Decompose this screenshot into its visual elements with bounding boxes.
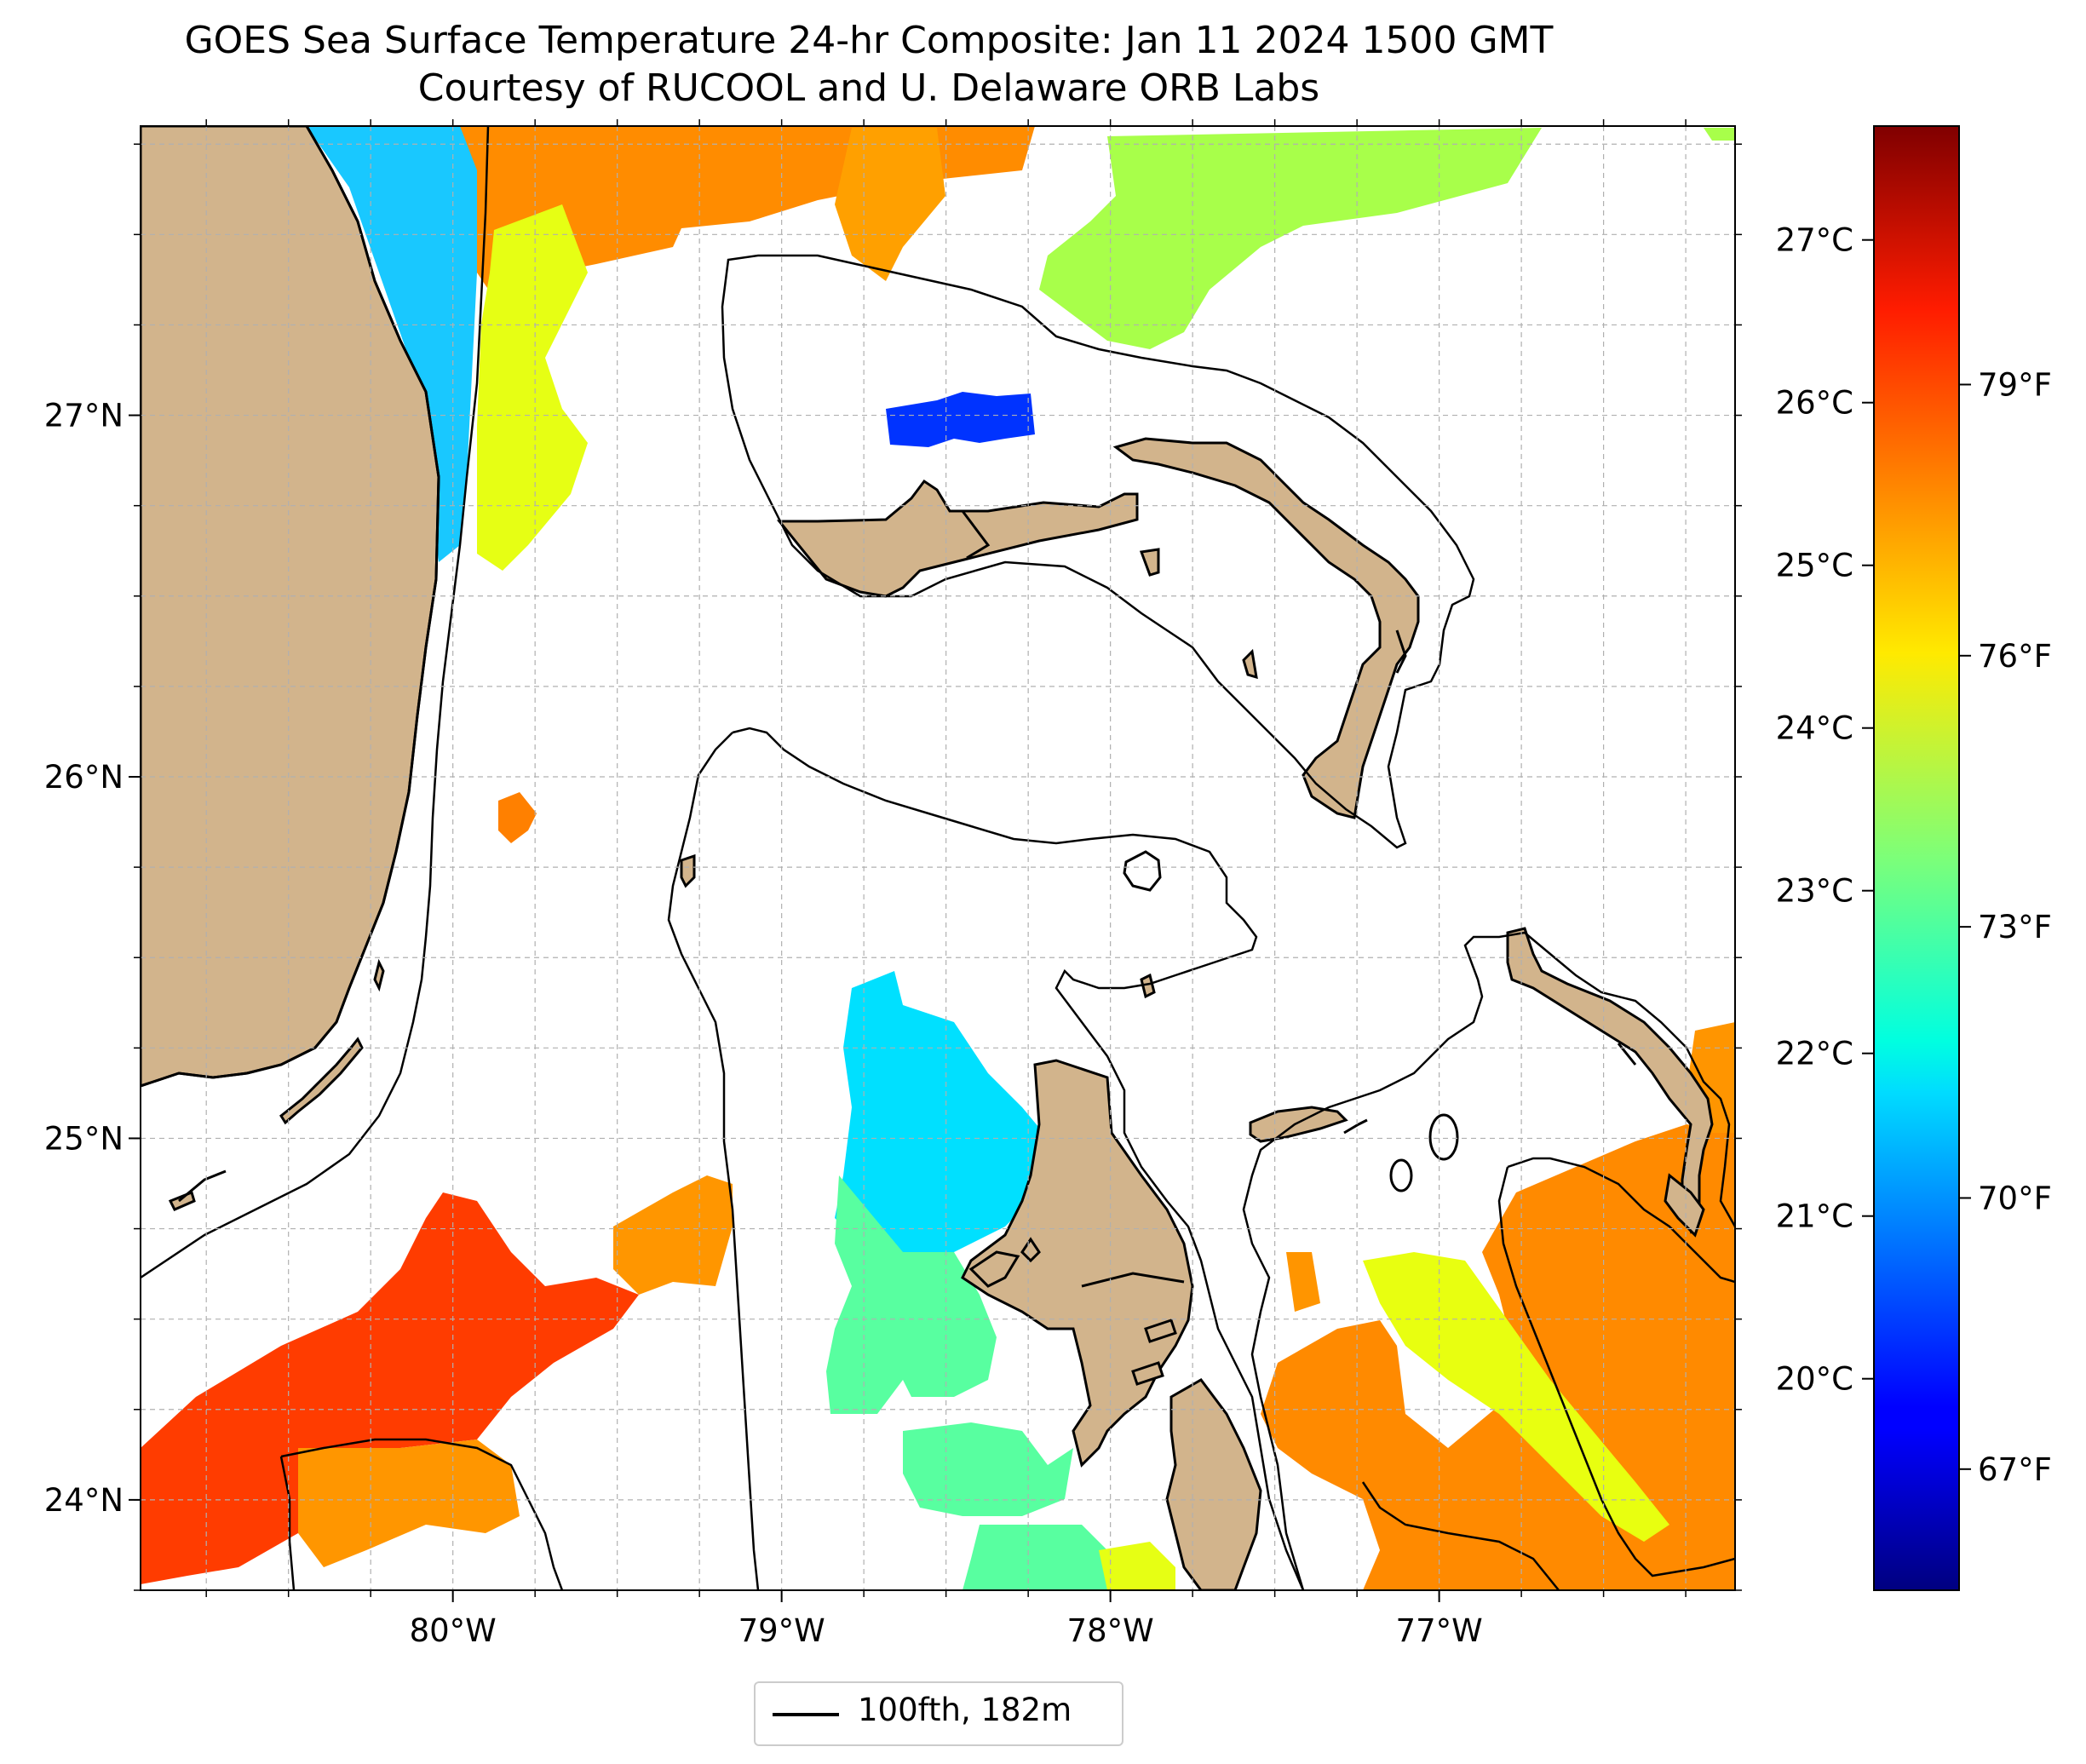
celsius-tick-label: 22°C	[1776, 1036, 1853, 1072]
lon-tick-label: 77°W	[1396, 1612, 1483, 1649]
berry-islands-outline	[1123, 850, 1162, 892]
sst-patch-blue-bank-patch	[886, 392, 1035, 447]
celsius-tick-label: 21°C	[1776, 1198, 1853, 1235]
isobath-tongue-west	[667, 732, 760, 1590]
isobath-florida-straits	[141, 126, 490, 1279]
colorbar-ticks: 20°C 21°C 22°C 23°C 24°C 25°C 26°C 27°C 67°F 70°F…	[1776, 222, 2052, 1488]
isobath-little-bahama-bank	[721, 254, 1475, 849]
lon-tick-label: 79°W	[738, 1612, 825, 1649]
isobath-100fth	[141, 126, 1735, 1590]
celsius-tick-label: 27°C	[1776, 222, 1853, 259]
sst-patch-small-orange-patch	[498, 792, 537, 843]
florida-coastline	[141, 126, 440, 1088]
isobath-exuma-sound	[1507, 1157, 1735, 1284]
fahrenheit-tick-label: 73°F	[1978, 909, 2052, 945]
sst-patch-ne-corner	[1704, 128, 1735, 141]
map-legend: 100fth, 182m	[754, 1681, 1123, 1746]
sst-patch-northeast-patch	[1039, 128, 1542, 349]
lon-tick-label: 80°W	[410, 1612, 497, 1649]
fahrenheit-tick-label: 76°F	[1978, 638, 2052, 675]
sst-patch-southwest-orange	[298, 1175, 733, 1567]
grand-bahama-inner-line	[961, 510, 991, 560]
land-grand-bahama	[776, 479, 1139, 598]
isobath-tongue-east	[1242, 931, 1735, 1590]
axis-ticks: 80°W 79°W 78°W 77°W 24°N 25°N 26°N 27°N	[44, 119, 1742, 1649]
isobath-southeast	[1497, 1166, 1735, 1577]
land-grand-bahama-east	[1139, 548, 1160, 577]
isobath-cay-sal-north	[280, 1438, 564, 1590]
map-frame	[140, 125, 1736, 1591]
legend-label: 100fth, 182m	[858, 1692, 1072, 1728]
isobath-cay-sal-west	[279, 1456, 296, 1590]
isobath-great-bahama-bank-west	[732, 727, 1305, 1590]
eleuthera-inner-line	[1617, 1043, 1637, 1066]
celsius-tick-label: 25°C	[1776, 548, 1853, 584]
lat-tick-label: 24°N	[44, 1482, 124, 1519]
legend-line-swatch	[773, 1713, 839, 1716]
celsius-tick-label: 24°C	[1776, 710, 1853, 747]
land-abaco	[1112, 437, 1420, 819]
lat-tick-label: 26°N	[44, 759, 124, 796]
chart-title: GOES Sea Surface Temperature 24-hr Compo…	[184, 19, 1554, 62]
chart-subtitle: Courtesy of RUCOOL and U. Delaware ORB L…	[417, 66, 1320, 110]
sst-patch-north-central-patch	[477, 204, 588, 571]
celsius-tick-label: 20°C	[1776, 1361, 1853, 1398]
isobath-south-bank	[1361, 1481, 1560, 1590]
celsius-tick-label: 26°C	[1776, 385, 1853, 422]
gridlines	[141, 126, 1735, 1590]
abaco-inner-line	[1395, 629, 1407, 674]
coastline-layer	[141, 126, 1637, 1288]
fahrenheit-tick-label: 67°F	[1978, 1451, 2052, 1488]
lat-tick-label: 27°N	[44, 398, 124, 434]
colorbar	[1873, 125, 1960, 1591]
cay-outline-1	[1428, 1113, 1459, 1161]
keys-line-1	[178, 1169, 227, 1203]
lon-tick-label: 78°W	[1067, 1612, 1154, 1649]
sst-patch-southeast-yellow-band	[1363, 1252, 1669, 1542]
land-abaco-islet	[1242, 648, 1258, 680]
sst-patch-central-south-cool	[835, 971, 1043, 1252]
land-andros-south	[1165, 1378, 1262, 1590]
lat-tick-label: 25°N	[44, 1120, 124, 1157]
land-berry-islands	[1140, 973, 1156, 999]
fahrenheit-tick-label: 79°F	[1978, 366, 2052, 403]
sst-patch-southwest-warm	[141, 1192, 639, 1584]
sst-patch-central-south-green	[826, 1175, 1141, 1590]
land-bimini	[680, 853, 696, 888]
cay-outline-2	[1389, 1158, 1413, 1192]
andros-inner-line	[1081, 1272, 1185, 1288]
sst-layer	[141, 126, 1735, 1590]
land-andros	[961, 1059, 1194, 1468]
land-layer	[141, 126, 1714, 1590]
land-exuma	[1664, 1173, 1705, 1238]
land-andros-islets	[1131, 1319, 1177, 1386]
celsius-tick-label: 23°C	[1776, 873, 1853, 910]
nassau-line	[1343, 1118, 1368, 1135]
sst-patch-south-yellow-small	[1099, 1542, 1175, 1590]
map-content	[141, 126, 1735, 1590]
fahrenheit-tick-label: 70°F	[1978, 1180, 2052, 1216]
sst-patch-north-orange-side	[835, 128, 945, 281]
